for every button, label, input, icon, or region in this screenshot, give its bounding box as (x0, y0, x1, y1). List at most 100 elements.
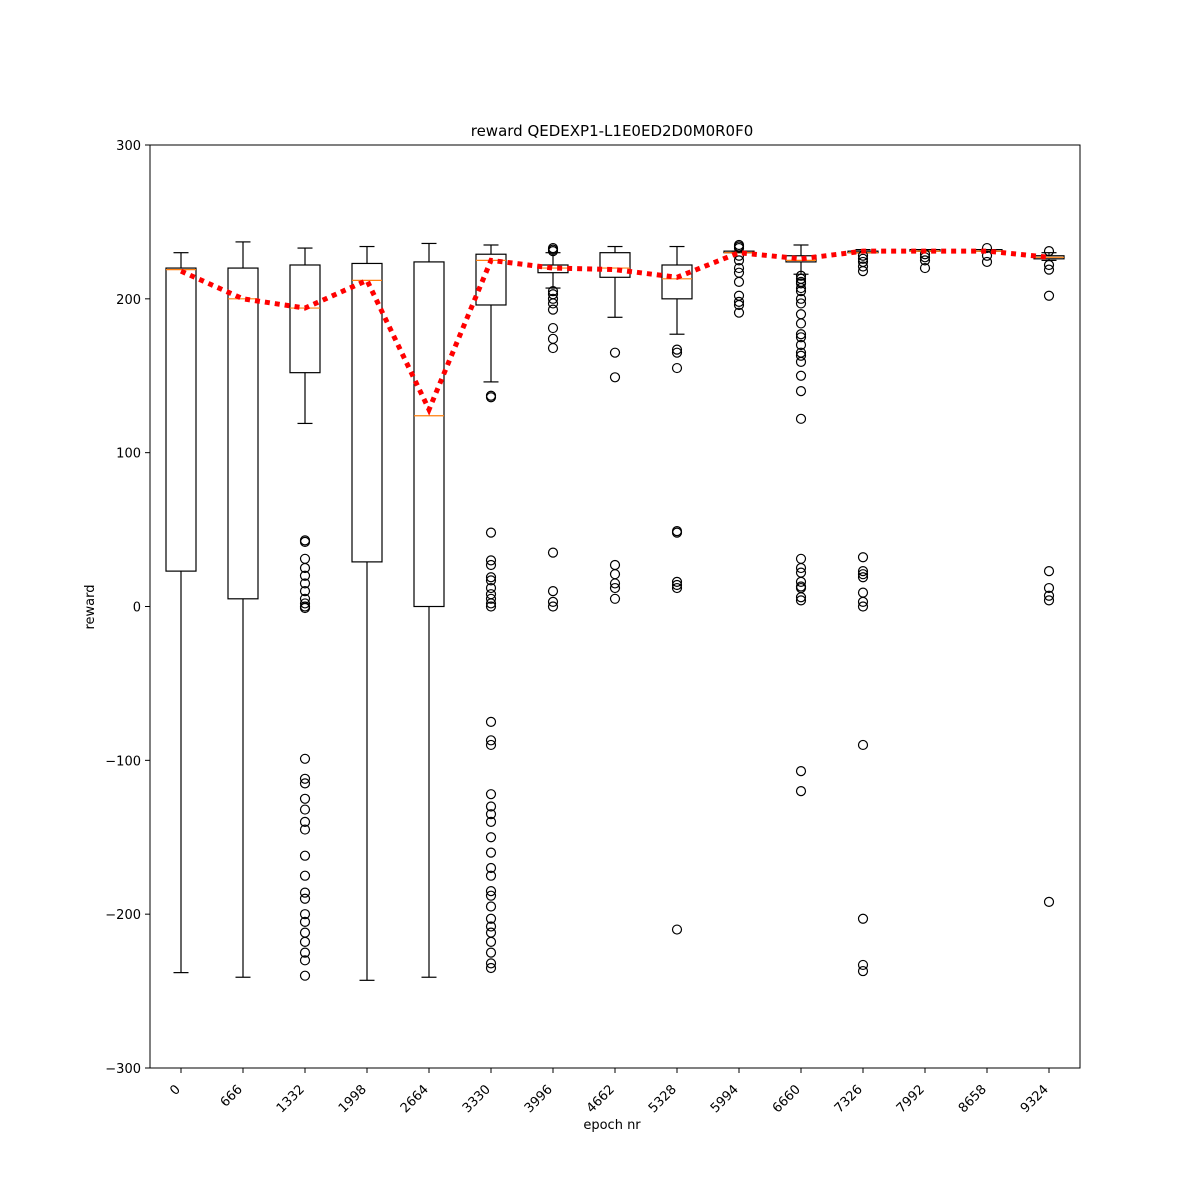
outlier (485, 598, 497, 609)
outlier (857, 959, 869, 971)
outlier (485, 527, 497, 538)
outlier (547, 286, 559, 297)
outlier (795, 785, 807, 797)
outlier (671, 582, 683, 594)
outlier (671, 527, 683, 538)
x-tick-label: 5994 (708, 1082, 742, 1116)
outlier (733, 299, 745, 311)
outlier (547, 596, 559, 607)
outlier (795, 562, 807, 574)
outlier (299, 955, 311, 966)
outlier (547, 304, 559, 315)
outlier (857, 566, 869, 577)
outlier (795, 350, 807, 361)
outlier (609, 372, 621, 383)
outlier (795, 278, 807, 289)
outlier (299, 850, 311, 861)
outlier (485, 862, 497, 874)
x-axis-label: epoch nr (583, 1118, 641, 1133)
outlier (299, 793, 311, 804)
outlier (1043, 290, 1055, 301)
outlier (547, 333, 559, 344)
outlier (485, 816, 497, 827)
outlier (795, 282, 807, 294)
outlier (485, 572, 497, 583)
outlier (795, 293, 807, 304)
outlier (299, 816, 311, 827)
outlier (609, 347, 621, 358)
outlier (981, 256, 993, 268)
plot-frame (149, 144, 1081, 1069)
outlier (299, 824, 311, 835)
outlier (857, 261, 869, 272)
outlier (1043, 264, 1055, 275)
outlier (795, 766, 807, 777)
outlier (299, 804, 311, 815)
outlier (547, 586, 559, 597)
outlier (857, 913, 869, 924)
outlier (795, 298, 807, 309)
outlier (485, 832, 497, 843)
outlier (795, 553, 807, 564)
y-tick-label: 300 (116, 139, 141, 154)
outlier (299, 887, 311, 898)
outlier (857, 552, 869, 563)
outlier (671, 347, 683, 358)
outlier (981, 242, 993, 254)
outlier (547, 293, 559, 304)
outlier (857, 739, 869, 751)
x-tick-label: 1332 (274, 1082, 308, 1116)
y-tick-label: −300 (105, 1062, 141, 1077)
outlier (857, 266, 869, 277)
outlier (485, 559, 497, 571)
outlier (485, 593, 497, 604)
outlier (299, 578, 311, 589)
outlier (485, 901, 497, 912)
x-tick-label: 7326 (832, 1082, 866, 1116)
outlier (299, 870, 311, 881)
outlier (795, 329, 807, 340)
outlier (671, 579, 683, 591)
y-tick-label: 0 (133, 601, 141, 616)
outlier (299, 536, 311, 547)
outlier (299, 927, 311, 938)
outlier (795, 339, 807, 351)
outlier (671, 362, 683, 374)
outlier (733, 242, 745, 254)
outlier (299, 916, 311, 927)
outlier (981, 250, 993, 261)
outlier (485, 392, 497, 403)
x-tick-label: 5328 (646, 1082, 680, 1116)
outlier (485, 936, 497, 947)
outlier (485, 913, 497, 924)
outlier (857, 569, 869, 580)
outlier (485, 958, 497, 969)
y-tick-label: −100 (105, 754, 141, 769)
mean-line (179, 248, 1050, 416)
x-tick-label: 0 (167, 1082, 183, 1098)
outlier (299, 773, 311, 784)
outlier (485, 739, 497, 751)
box (661, 264, 693, 300)
outlier (795, 386, 807, 397)
outlier (733, 262, 745, 274)
outlier (609, 582, 621, 594)
outlier (299, 562, 311, 574)
y-tick-label: −200 (105, 908, 141, 923)
outlier (795, 318, 807, 329)
box (537, 264, 569, 274)
outlier (299, 909, 311, 920)
outlier (795, 595, 807, 606)
x-tick-label: 4662 (584, 1082, 618, 1116)
outlier (547, 298, 559, 309)
outlier (919, 255, 931, 266)
outlier (547, 342, 559, 354)
outlier (485, 962, 497, 974)
x-tick-label: 8658 (956, 1082, 990, 1116)
outlier (671, 576, 683, 587)
outlier (795, 286, 807, 297)
x-tick-label: 2664 (398, 1082, 432, 1116)
outlier (733, 276, 745, 288)
